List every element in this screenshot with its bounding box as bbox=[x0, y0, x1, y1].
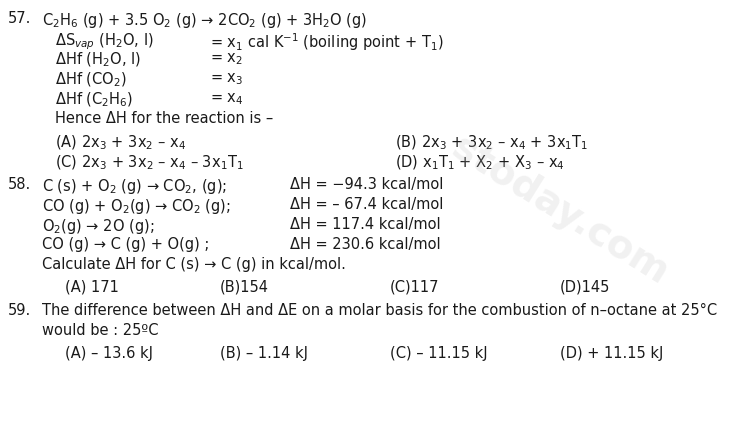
Text: (C) 2x$_3$ + 3x$_2$ – x$_4$ – 3x$_1$T$_1$: (C) 2x$_3$ + 3x$_2$ – x$_4$ – 3x$_1$T$_1… bbox=[55, 154, 244, 172]
Text: 59.: 59. bbox=[8, 303, 32, 318]
Text: O$_2$(g) → 2O (g);: O$_2$(g) → 2O (g); bbox=[42, 217, 154, 236]
Text: ΔH = −94.3 kcal/mol: ΔH = −94.3 kcal/mol bbox=[290, 177, 444, 192]
Text: ΔH = – 67.4 kcal/mol: ΔH = – 67.4 kcal/mol bbox=[290, 197, 444, 212]
Text: ΔHf (H$_2$O, l): ΔHf (H$_2$O, l) bbox=[55, 51, 141, 69]
Text: (B) – 1.14 kJ: (B) – 1.14 kJ bbox=[220, 346, 308, 361]
Text: ΔHf (CO$_2$): ΔHf (CO$_2$) bbox=[55, 71, 127, 90]
Text: ΔS$_{vap}$ (H$_2$O, l): ΔS$_{vap}$ (H$_2$O, l) bbox=[55, 31, 153, 52]
Text: (C) – 11.15 kJ: (C) – 11.15 kJ bbox=[390, 346, 487, 361]
Text: (B)154: (B)154 bbox=[220, 279, 269, 294]
Text: ΔH = 117.4 kcal/mol: ΔH = 117.4 kcal/mol bbox=[290, 217, 441, 232]
Text: Calculate ΔH for C (s) → C (g) in kcal/mol.: Calculate ΔH for C (s) → C (g) in kcal/m… bbox=[42, 257, 346, 272]
Text: stoday.com: stoday.com bbox=[445, 129, 675, 293]
Text: C$_2$H$_6$ (g) + 3.5 O$_2$ (g) → 2CO$_2$ (g) + 3H$_2$O (g): C$_2$H$_6$ (g) + 3.5 O$_2$ (g) → 2CO$_2$… bbox=[42, 11, 367, 30]
Text: (A) 171: (A) 171 bbox=[65, 279, 119, 294]
Text: (C)117: (C)117 bbox=[390, 279, 439, 294]
Text: (A) – 13.6 kJ: (A) – 13.6 kJ bbox=[65, 346, 153, 361]
Text: = x$_2$: = x$_2$ bbox=[210, 51, 243, 67]
Text: (B) 2x$_3$ + 3x$_2$ – x$_4$ + 3x$_1$T$_1$: (B) 2x$_3$ + 3x$_2$ – x$_4$ + 3x$_1$T$_1… bbox=[395, 134, 588, 153]
Text: (D) + 11.15 kJ: (D) + 11.15 kJ bbox=[560, 346, 663, 361]
Text: (D)145: (D)145 bbox=[560, 279, 611, 294]
Text: = x$_4$: = x$_4$ bbox=[210, 91, 244, 107]
Text: (D) x$_1$T$_1$ + X$_2$ + X$_3$ – x$_4$: (D) x$_1$T$_1$ + X$_2$ + X$_3$ – x$_4$ bbox=[395, 154, 565, 172]
Text: ΔHf (C$_2$H$_6$): ΔHf (C$_2$H$_6$) bbox=[55, 91, 133, 109]
Text: = x$_3$: = x$_3$ bbox=[210, 71, 244, 87]
Text: CO (g) → C (g) + O(g) ;: CO (g) → C (g) + O(g) ; bbox=[42, 237, 209, 252]
Text: Hence ΔH for the reaction is –: Hence ΔH for the reaction is – bbox=[55, 111, 273, 126]
Text: C (s) + O$_2$ (g) → CO$_2$, (g);: C (s) + O$_2$ (g) → CO$_2$, (g); bbox=[42, 177, 227, 196]
Text: (A) 2x$_3$ + 3x$_2$ – x$_4$: (A) 2x$_3$ + 3x$_2$ – x$_4$ bbox=[55, 134, 186, 153]
Text: would be : 25ºC: would be : 25ºC bbox=[42, 323, 159, 338]
Text: = x$_1$ cal K$^{-1}$ (boiling point + T$_1$): = x$_1$ cal K$^{-1}$ (boiling point + T$… bbox=[210, 31, 444, 53]
Text: 58.: 58. bbox=[8, 177, 32, 192]
Text: The difference between ΔH and ΔE on a molar basis for the combustion of n–octane: The difference between ΔH and ΔE on a mo… bbox=[42, 303, 717, 318]
Text: ΔH = 230.6 kcal/mol: ΔH = 230.6 kcal/mol bbox=[290, 237, 441, 252]
Text: CO (g) + O$_2$(g) → CO$_2$ (g);: CO (g) + O$_2$(g) → CO$_2$ (g); bbox=[42, 197, 231, 216]
Text: 57.: 57. bbox=[8, 11, 32, 26]
